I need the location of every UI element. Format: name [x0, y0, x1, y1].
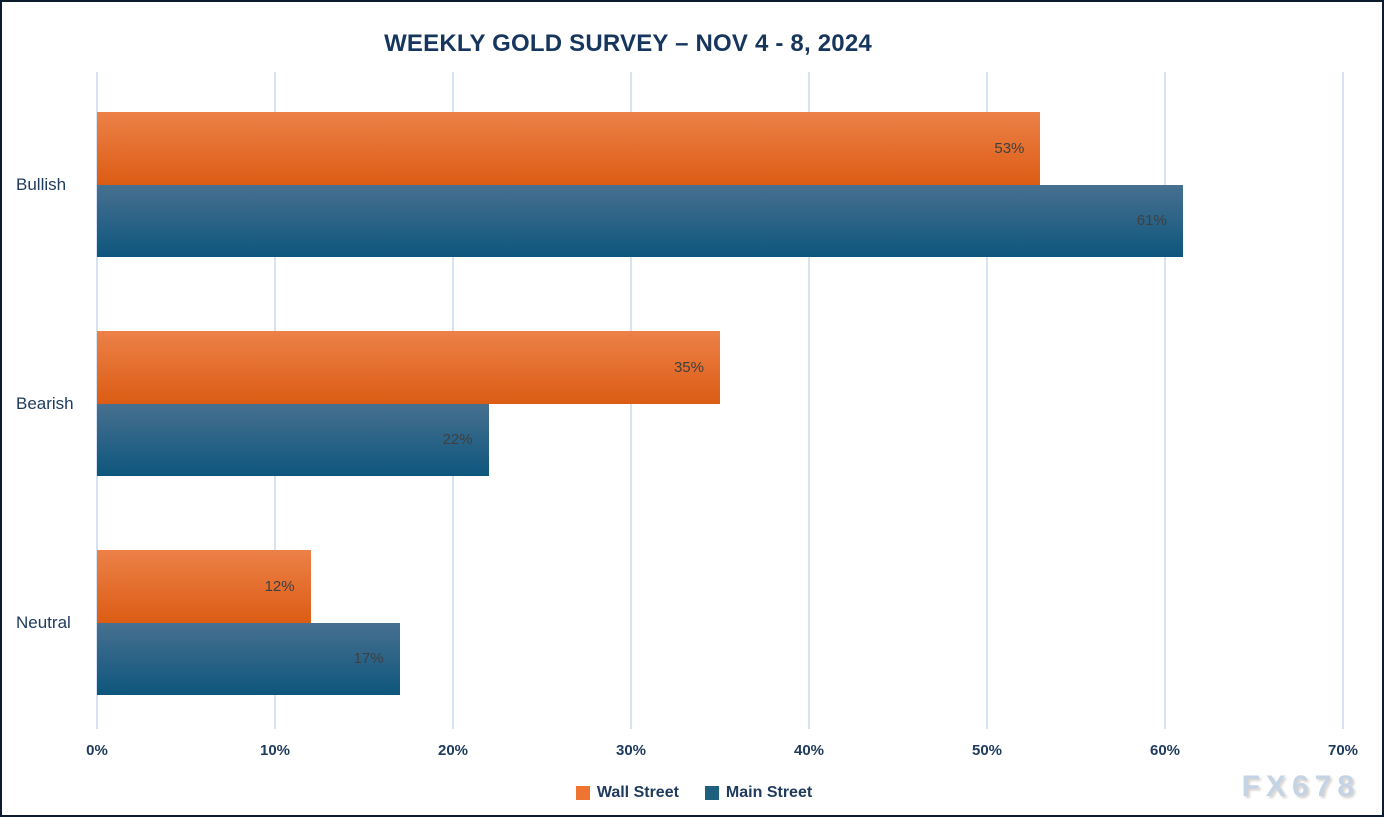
data-label: 53%	[994, 139, 1025, 157]
legend-label: Main Street	[725, 784, 813, 801]
x-tick-label: 20%	[437, 742, 469, 759]
x-tick-label: 50%	[971, 742, 1003, 759]
category-label-bullish: Bullish	[16, 174, 67, 194]
x-tick-label: 40%	[793, 742, 825, 759]
data-label: 22%	[442, 431, 473, 449]
chart-title: WEEKLY GOLD SURVEY – NOV 4 - 8, 2024	[384, 30, 872, 57]
gridline	[1164, 72, 1166, 729]
bar-main-street-neutral: 17%	[97, 622, 400, 695]
gridline	[1342, 72, 1344, 729]
legend-swatch-wall-street	[575, 786, 590, 800]
category-label-neutral: Neutral	[16, 612, 71, 632]
data-label: 17%	[353, 650, 384, 668]
legend-item-main-street: Main Street	[704, 784, 813, 802]
legend-label: Wall Street	[596, 784, 679, 801]
legend: Wall Street Main Street	[2, 784, 1384, 802]
data-label: 12%	[264, 577, 295, 595]
x-tick-label: 60%	[1149, 742, 1181, 759]
x-tick-label: 10%	[259, 742, 291, 759]
bar-main-street-bullish: 61%	[97, 184, 1183, 257]
gridline	[808, 72, 810, 729]
watermark-fx678: FX678	[1241, 770, 1360, 803]
bar-wall-street-bearish: 35%	[97, 331, 720, 404]
bar-wall-street-neutral: 12%	[97, 550, 311, 623]
category-label-bearish: Bearish	[16, 393, 74, 413]
data-label: 35%	[673, 358, 704, 376]
bar-main-street-bearish: 22%	[97, 403, 489, 476]
legend-swatch-main-street	[704, 786, 719, 800]
x-tick-label: 30%	[615, 742, 647, 759]
x-tick-label: 70%	[1327, 742, 1359, 759]
data-label: 61%	[1136, 212, 1167, 230]
bar-wall-street-bullish: 53%	[97, 112, 1041, 185]
legend-item-wall-street: Wall Street	[575, 784, 679, 802]
x-tick-label: 0%	[86, 742, 108, 759]
gridline	[986, 72, 988, 729]
